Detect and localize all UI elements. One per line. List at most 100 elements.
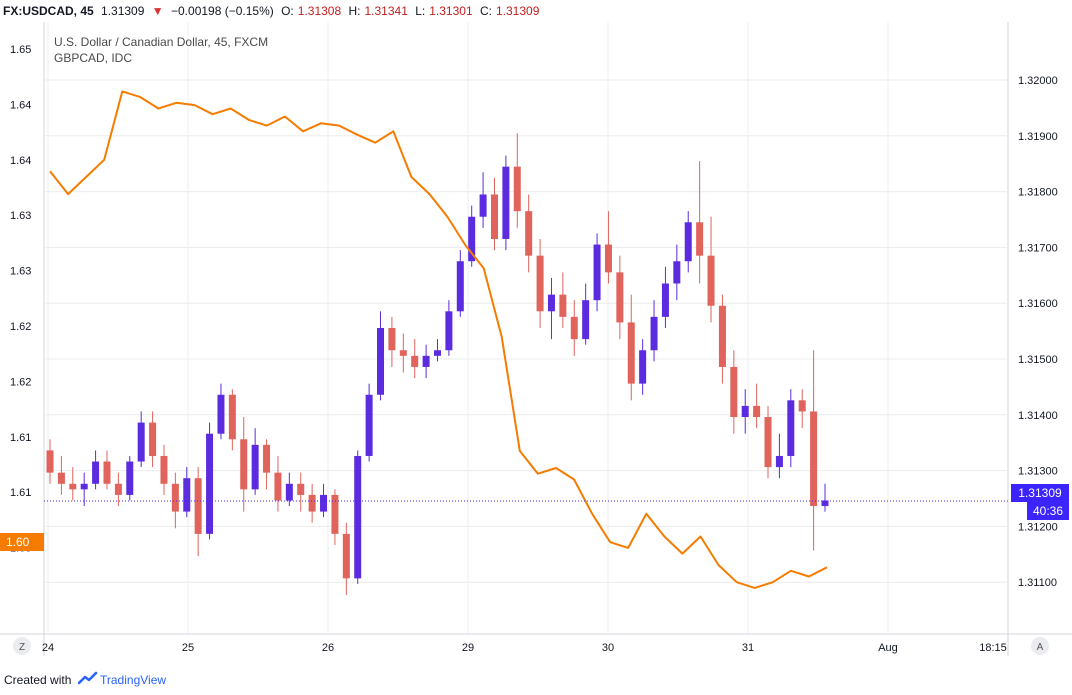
right-axis-tick: 1.31200 [1018,521,1058,533]
chart-header: FX:USDCAD, 45 1.31309 ▼ −0.00198 (−0.15%… [0,0,1072,22]
candle-body [582,300,590,340]
right-axis-tick: 1.31400 [1018,410,1058,422]
candle-body [46,450,54,473]
symbol-label[interactable]: FX:USDCAD, 45 [3,4,94,18]
candle-body [354,455,362,579]
scale-auto-right-button[interactable] [1031,637,1049,655]
candle-body [114,483,122,495]
candle-body [149,422,157,456]
legend-main-series[interactable]: U.S. Dollar / Canadian Dollar, 45, FXCM [54,35,269,49]
right-axis-button-label: A [1037,642,1044,653]
right-axis-tick: 1.31700 [1018,242,1058,254]
candle-body [434,350,441,356]
low-value: 1.31301 [429,4,473,18]
candle-body [285,483,293,501]
candle-body [160,455,168,484]
candle-body [183,478,191,512]
time-axis-tick: 26 [322,642,334,654]
candle-body [593,244,601,301]
candle-body [604,244,612,273]
change-down-icon: ▼ [151,4,164,18]
candle-body [251,444,259,490]
candle-body [320,494,328,512]
candle-body [661,283,669,317]
candle-body [787,400,795,456]
candle-body [194,478,202,534]
created-with-text: Created with [4,673,72,687]
candle-body [513,166,521,212]
tradingview-link[interactable]: TradingView [100,673,167,687]
price-chart[interactable]: 1.32000 1.31900 1.31800 1.31700 1.31600 1.315… [0,22,1072,666]
candle-body [764,417,772,468]
candle-body [342,533,350,579]
candle-body [821,500,829,507]
candle-body [627,322,635,384]
candle-body [525,211,533,256]
candle-body [365,394,373,456]
candle-body [696,222,704,256]
right-axis-tick: 1.31500 [1018,354,1058,366]
right-axis-tick: 1.32000 [1018,75,1058,87]
time-axis-tick: Aug [878,642,898,654]
right-axis-tick: 1.31900 [1018,131,1058,143]
left-axis-tick: 1.61 [10,487,31,499]
left-axis-tick: 1.64 [10,99,31,111]
left-axis-button-label: Z [19,642,25,653]
legend-compare-series[interactable]: GBPCAD, IDC [54,51,133,65]
candle-body [775,455,783,468]
candle-body [684,222,692,262]
candle-body [80,483,88,490]
candle-body [718,305,726,367]
candle-body [616,272,624,323]
candle-body [536,255,544,312]
price-change: −0.00198 (−0.15%) [171,4,274,18]
candle-body [502,166,510,239]
time-axis-tick: 31 [742,642,754,654]
candle-body [308,494,316,512]
right-axis-tick: 1.31600 [1018,298,1058,310]
compare-price-label: 1.60 [0,533,44,551]
candle-body [137,422,145,462]
left-axis-tick: 1.62 [10,376,31,388]
candle-body [422,355,430,367]
candle-body [377,328,385,395]
candle-body [559,294,567,317]
tradingview-logo-icon [78,671,98,685]
time-axis-tick: 30 [602,642,614,654]
left-axis-tick: 1.64 [10,155,31,167]
high-label: H: [348,4,361,18]
candle-body [92,461,100,484]
candle-body [479,194,487,217]
close-label: C: [479,4,492,18]
candle-body [228,394,236,440]
candle-body [388,328,396,351]
current-price-label: 1.31309 [1011,484,1069,502]
footer: Created with TradingView [0,666,1072,695]
candle-body [331,494,339,534]
right-axis-tick: 1.31100 [1018,577,1057,589]
low-label: L: [415,4,426,18]
last-price: 1.31309 [101,4,145,18]
compare-series-line [49,90,828,589]
candle-body [456,261,464,312]
candle-body [399,350,407,356]
candle-body [730,366,738,418]
candle-body [126,461,134,495]
candle-body [297,483,305,495]
candle-body [217,394,225,434]
candle-body [411,355,419,367]
candle-body [206,433,214,534]
candle-body [798,400,806,412]
left-axis-tick: 1.62 [10,321,31,333]
right-axis-tick: 1.31300 [1018,466,1058,478]
candle-body [445,311,453,351]
chart-legend: U.S. Dollar / Canadian Dollar, 45, FXCM … [54,34,268,66]
candle-body [490,194,498,239]
time-axis-tick: 25 [182,642,194,654]
candle-body [639,350,647,384]
candle-body [673,261,681,284]
time-axis-tick: 18:15 [979,642,1007,654]
candle-body [547,294,555,312]
open-label: O: [281,4,294,18]
scale-auto-left-button[interactable] [13,637,31,655]
